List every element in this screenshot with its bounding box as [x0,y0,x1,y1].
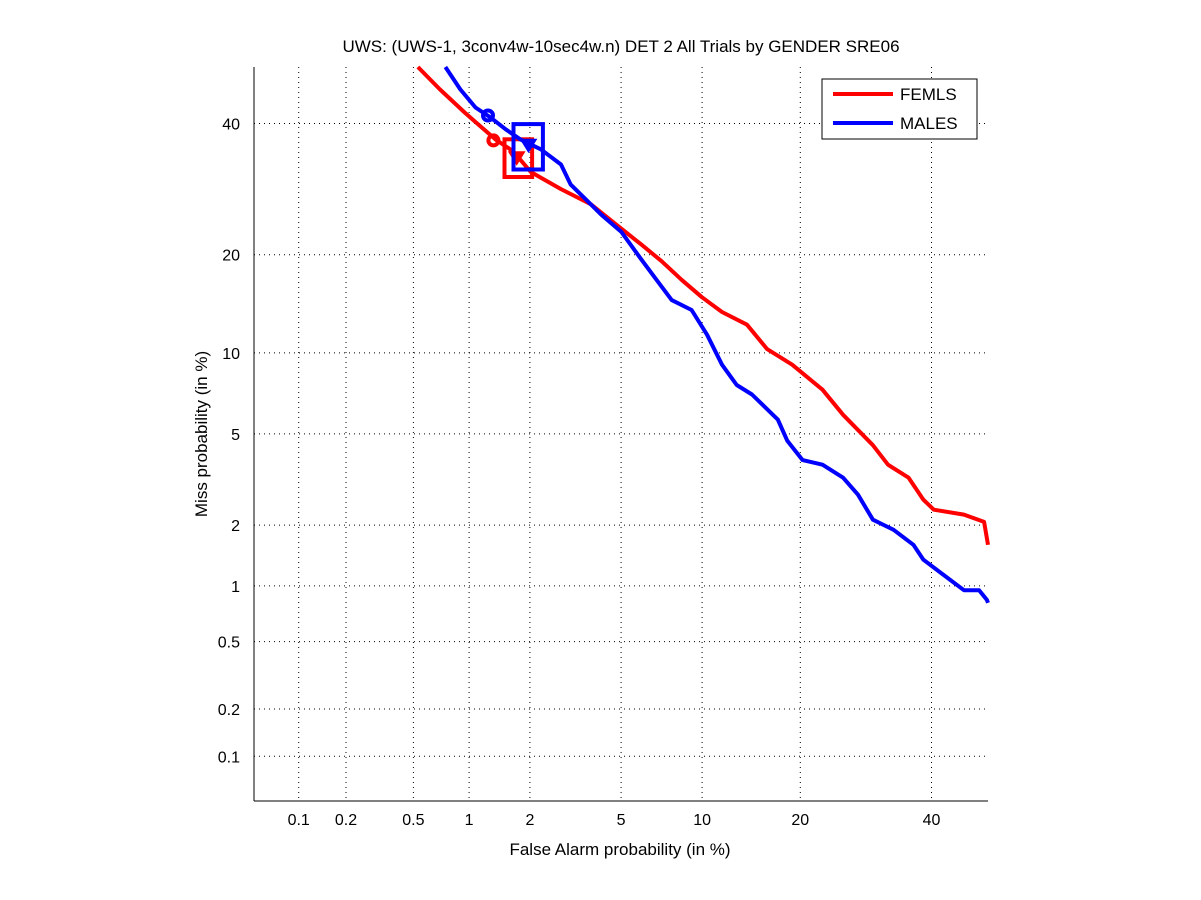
y-axis-label: Miss probability (in %) [192,351,211,517]
legend: FEMLS MALES [821,78,978,140]
x-tick-label: 5 [617,812,626,829]
x-tick-label: 10 [693,812,711,829]
y-tick-label: 0.2 [218,702,240,719]
y-tick-label: 2 [231,518,240,535]
y-tick-label: 40 [222,117,240,134]
chart-title: UWS: (UWS-1, 3conv4w-10sec4w.n) DET 2 Al… [342,37,899,56]
y-tick-label: 0.5 [218,635,240,652]
y-tick-label: 10 [222,346,240,363]
x-tick-label: 0.5 [402,812,424,829]
y-tick-label: 5 [231,427,240,444]
y-tick-label: 1 [231,579,240,596]
x-tick-label: 20 [791,812,809,829]
x-tick-label: 2 [525,812,534,829]
x-tick-label: 1 [465,812,474,829]
x-tick-label: 0.2 [335,812,357,829]
legend-box [821,78,978,140]
y-tick-labels: 0.1 0.2 0.5 1 2 5 10 20 40 [218,117,240,767]
min-dcf-marker-femls [486,133,501,148]
confidence-box-males [511,122,545,172]
y-tick-label: 20 [222,248,240,265]
min-dcf-marker-males [481,108,495,123]
y-tick-label: 0.1 [218,749,240,766]
series-line-males [443,65,990,604]
x-tick-labels: 0.1 0.2 0.5 1 2 5 10 20 40 [288,812,941,829]
x-tick-label: 40 [923,812,941,829]
act-dcf-marker-males [519,138,538,154]
series-group [416,65,990,604]
legend-label-males: MALES [900,114,958,133]
x-tick-label: 0.1 [288,812,310,829]
axes [253,67,988,802]
legend-label-femls: FEMLS [900,85,957,104]
x-axis-label: False Alarm probability (in %) [509,840,730,859]
